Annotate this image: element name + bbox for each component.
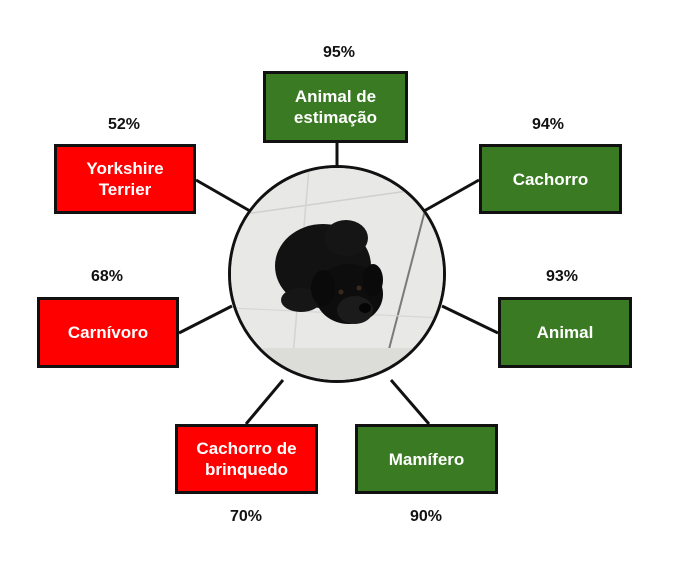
connector-toy-dog [244,379,285,425]
label-toy-dog: Cachorro de brinquedo [175,424,318,494]
connector-animal [441,304,499,335]
label-pet: Animal de estimação [263,71,408,143]
connector-yorkshire [195,178,251,213]
dog-photo-illustration [231,168,443,380]
score-pet: 95% [322,44,356,61]
score-yorkshire: 52% [107,116,141,133]
connector-carnivore [178,304,233,335]
score-carnivore: 68% [90,268,124,285]
score-toy-dog: 70% [229,508,263,525]
label-yorkshire: Yorkshire Terrier [54,144,196,214]
connector-dog [423,178,480,213]
score-animal: 93% [545,268,579,285]
score-mammal: 90% [409,508,443,525]
connector-mammal [389,379,431,425]
score-dog: 94% [531,116,565,133]
label-mammal: Mamífero [355,424,498,494]
label-animal: Animal [498,297,632,368]
label-carnivore: Carnívoro [37,297,179,368]
center-photo [228,165,446,383]
label-dog: Cachorro [479,144,622,214]
